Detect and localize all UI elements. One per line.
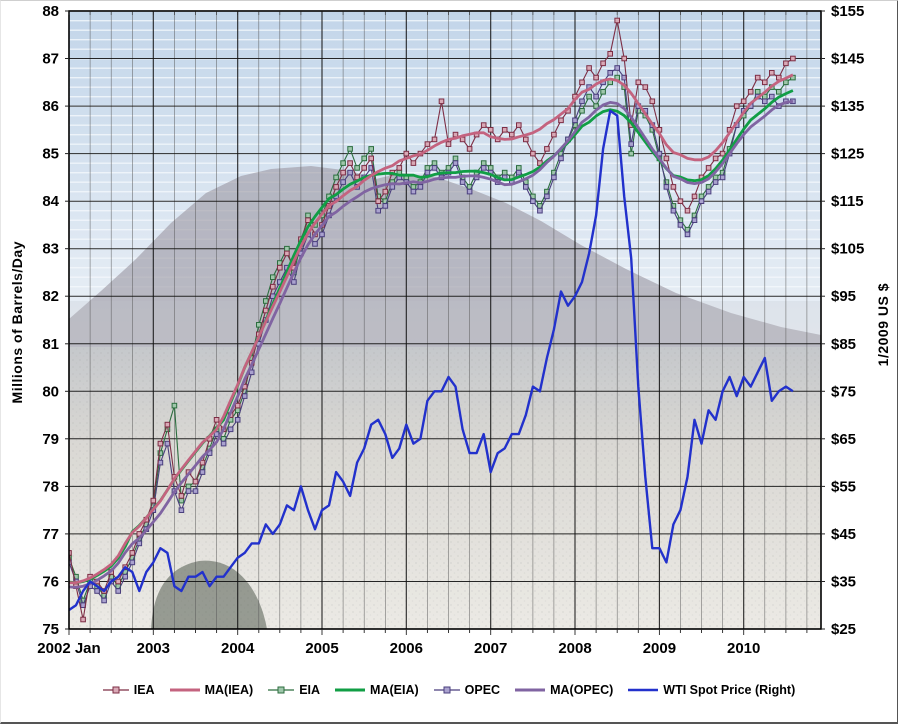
svg-text:$45: $45	[831, 526, 856, 543]
series-wti-spot-price	[69, 109, 794, 611]
series-ma-opec-	[69, 99, 794, 589]
svg-text:84: 84	[42, 193, 59, 210]
ma-iea-line-icon	[169, 688, 200, 692]
svg-text:81: 81	[42, 336, 59, 353]
ma-eia-line-icon	[335, 688, 366, 692]
legend-label-wti-spot-price-right: WTI Spot Price (Right)	[663, 683, 796, 697]
legend-item-opec: OPEC	[433, 683, 501, 697]
x-axis-tick-labels: 2002 Jan 2003 2004 2005 2006 2007 2008 2009 2010	[37, 640, 760, 657]
legend-item-ma-iea: MA(IEA)	[169, 683, 254, 697]
svg-text:76: 76	[42, 574, 59, 591]
svg-text:87: 87	[42, 51, 59, 68]
svg-text:$25: $25	[831, 621, 856, 638]
legend-item-iea: IEA	[102, 683, 155, 697]
svg-text:88: 88	[42, 3, 59, 20]
chart-svg: 75 76 77 78 79 80 81 82 83 84 85 86 87 88 $25 $35 $45 $55…	[37, 3, 864, 657]
left-axis-tick-labels: 75 76 77 78 79 80 81 82 83 84 85 86 87 88	[42, 3, 59, 638]
gridlines	[69, 11, 821, 629]
legend: IEA MA(IEA) EIA MA(EIA) OPEC MA(OPEC) WTI Spot…	[1, 683, 897, 697]
legend-item-ma-eia: MA(EIA)	[335, 683, 419, 697]
svg-text:$95: $95	[831, 288, 856, 305]
wti-spot-price-right-line-icon	[628, 688, 659, 692]
iea-marker-icon	[102, 686, 129, 694]
opec-marker-icon	[433, 686, 460, 694]
legend-label-ma-opec: MA(OPEC)	[550, 683, 614, 697]
svg-text:$55: $55	[831, 478, 856, 495]
left-axis-title: Millions of Barrels/Day	[9, 241, 25, 404]
svg-text:2008: 2008	[558, 640, 591, 657]
series-ma-iea-	[69, 73, 794, 585]
svg-text:$135: $135	[831, 98, 864, 115]
legend-label-opec: OPEC	[464, 683, 501, 697]
eia-marker-icon	[268, 686, 295, 694]
legend-item-wti-spot-price-right: WTI Spot Price (Right)	[628, 683, 795, 697]
svg-text:$155: $155	[831, 3, 864, 20]
svg-text:2005: 2005	[305, 640, 338, 657]
svg-text:82: 82	[42, 288, 59, 305]
svg-text:85: 85	[42, 146, 59, 163]
svg-text:$105: $105	[831, 241, 864, 258]
legend-label-ma-eia: MA(EIA)	[370, 683, 419, 697]
svg-text:2002 Jan: 2002 Jan	[37, 640, 100, 657]
production-price-chart: 75 76 77 78 79 80 81 82 83 84 85 86 87 88 $25 $35 $45 $55…	[1, 1, 897, 666]
svg-text:2009: 2009	[643, 640, 676, 657]
legend-label-iea: IEA	[133, 683, 155, 697]
legend-item-ma-opec: MA(OPEC)	[515, 683, 613, 697]
plot-border	[68, 10, 822, 630]
svg-text:77: 77	[42, 526, 59, 543]
svg-text:2007: 2007	[474, 640, 507, 657]
svg-text:$115: $115	[831, 193, 864, 210]
svg-text:79: 79	[42, 431, 59, 448]
svg-text:2006: 2006	[390, 640, 423, 657]
ma-opec-line-icon	[515, 688, 546, 692]
legend-item-eia: EIA	[268, 683, 320, 697]
legend-label-eia: EIA	[299, 683, 321, 697]
background-photo	[69, 11, 821, 629]
svg-text:$85: $85	[831, 336, 856, 353]
svg-text:2003: 2003	[137, 640, 170, 657]
right-axis-tick-labels: $25 $35 $45 $55 $65 $75 $85 $95 $105 $115 $125 $135…	[831, 3, 864, 638]
svg-text:$125: $125	[831, 146, 864, 163]
svg-text:78: 78	[42, 478, 59, 495]
legend-label-ma-iea: MA(IEA)	[204, 683, 254, 697]
svg-text:$65: $65	[831, 431, 856, 448]
svg-text:$145: $145	[831, 51, 864, 68]
svg-text:80: 80	[42, 383, 59, 400]
svg-text:$75: $75	[831, 383, 856, 400]
right-axis-title: 1/2009 US $	[875, 283, 891, 367]
svg-text:2010: 2010	[727, 640, 760, 657]
svg-text:2004: 2004	[221, 640, 255, 657]
svg-text:83: 83	[42, 241, 59, 258]
axis-ticks	[65, 10, 825, 635]
svg-text:$35: $35	[831, 574, 856, 591]
svg-text:75: 75	[42, 621, 59, 638]
svg-text:86: 86	[42, 98, 59, 115]
